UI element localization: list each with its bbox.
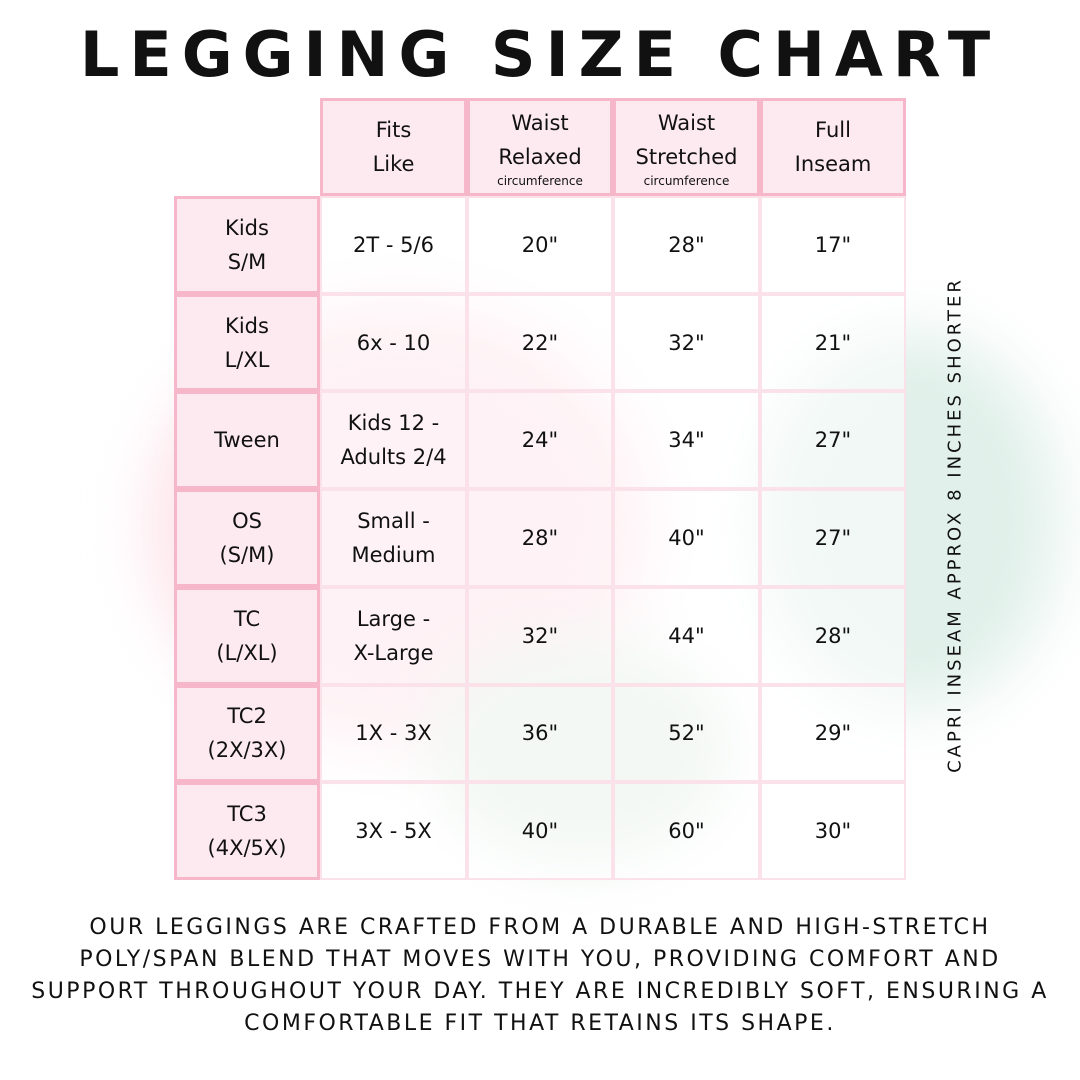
- row-header: OS (S/M): [174, 489, 320, 587]
- column-header-label: Waist Stretched: [635, 111, 738, 169]
- fabric-description: Our leggings are crafted from a durable …: [31, 915, 1049, 1036]
- table-cell: 29": [760, 684, 906, 783]
- table-cell: 30": [760, 782, 906, 880]
- row-header: Tween: [174, 391, 320, 490]
- table-cell: 21": [760, 293, 906, 392]
- column-header-sub: circumference: [497, 174, 583, 188]
- table-cell: 2T - 5/6: [320, 196, 467, 294]
- column-header-sub: circumference: [643, 174, 730, 188]
- table-cell: 36": [467, 684, 613, 783]
- table-cell: 34": [613, 391, 760, 490]
- row-header: TC2 (2X/3X): [174, 684, 320, 783]
- table-cell: 17": [760, 196, 906, 294]
- table-cell: Large - X-Large: [320, 586, 467, 685]
- column-header-label: Waist Relaxed: [498, 111, 582, 169]
- table-cell: 1X - 3X: [320, 684, 467, 783]
- column-header-label: Fits Like: [372, 118, 415, 176]
- capri-note: CAPRI INSEAM APPROX 8 INCHES SHORTER: [944, 277, 966, 773]
- row-header: Kids L/XL: [174, 293, 320, 392]
- table-cell: 27": [760, 391, 906, 490]
- table-cell: 28": [760, 586, 906, 685]
- column-header-label: Full Inseam: [794, 118, 872, 176]
- table-cell: 6x - 10: [320, 293, 467, 392]
- table-cell: 32": [613, 293, 760, 392]
- table-cell: Small - Medium: [320, 489, 467, 587]
- table-cell: 20": [467, 196, 613, 294]
- table-cell: 22": [467, 293, 613, 392]
- table-cell: 52": [613, 684, 760, 783]
- table-cell: 28": [613, 196, 760, 294]
- column-header: Waist Relaxed circumference: [467, 98, 613, 196]
- row-header: Kids S/M: [174, 196, 320, 294]
- row-header: TC (L/XL): [174, 586, 320, 685]
- column-header: Full Inseam: [760, 98, 906, 196]
- table-cell: 44": [613, 586, 760, 685]
- table-cell: 40": [613, 489, 760, 587]
- table-cell: Kids 12 - Adults 2/4: [320, 391, 467, 490]
- column-header: Fits Like: [320, 98, 467, 196]
- table-cell: 60": [613, 782, 760, 880]
- table-cell: 3X - 5X: [320, 782, 467, 880]
- table-cell: 27": [760, 489, 906, 587]
- table-cell: 40": [467, 782, 613, 880]
- row-header: TC3 (4X/5X): [174, 782, 320, 880]
- table-cell: 32": [467, 586, 613, 685]
- page-title: LEGGING SIZE CHART: [79, 18, 1001, 91]
- table-cell: 24": [467, 391, 613, 490]
- table-cell: 28": [467, 489, 613, 587]
- column-header: Waist Stretched circumference: [613, 98, 760, 196]
